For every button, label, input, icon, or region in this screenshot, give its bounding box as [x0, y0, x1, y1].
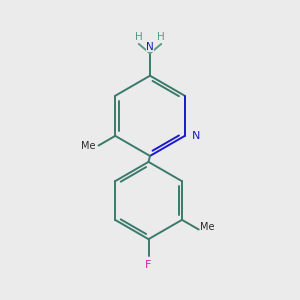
Text: H: H [135, 32, 142, 41]
Text: Me: Me [200, 221, 215, 232]
Text: N: N [146, 42, 154, 52]
Text: H: H [158, 32, 165, 41]
Text: F: F [145, 260, 152, 270]
Text: N: N [192, 131, 201, 141]
Text: Me: Me [81, 140, 95, 151]
